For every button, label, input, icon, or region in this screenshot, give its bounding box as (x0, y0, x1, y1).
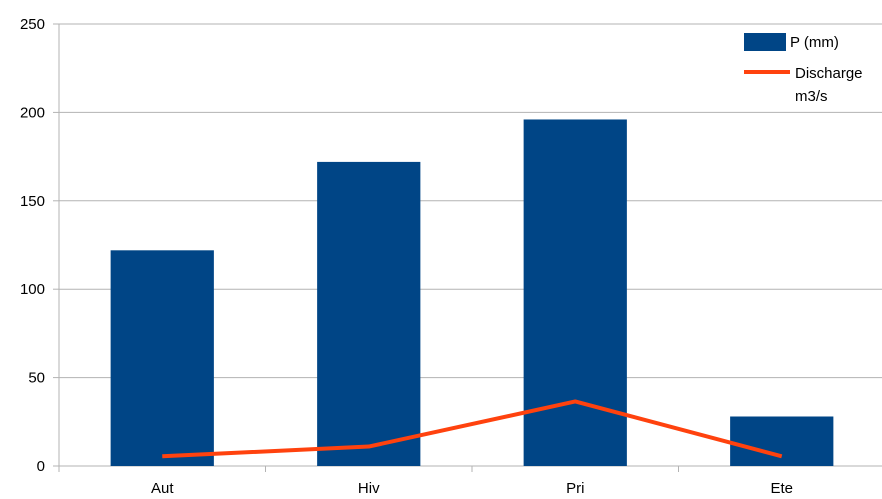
bar-hiv (317, 161, 421, 467)
line-series (162, 399, 783, 459)
legend-label-discharge-line2: m3/s (795, 88, 828, 105)
y-axis-ticks: 0 50 100 150 200 250 (20, 16, 59, 475)
legend-label-discharge-line1: Discharge (795, 65, 863, 82)
bar-pri (523, 119, 627, 467)
y-tick-label: 250 (20, 16, 45, 33)
y-tick-label: 0 (37, 458, 45, 475)
y-tick-label: 200 (20, 104, 45, 121)
bar-aut (110, 250, 214, 466)
x-axis-ticks: Aut Hiv Pri Ete (58, 466, 793, 497)
x-tick-label: Aut (151, 480, 174, 497)
discharge-line (162, 399, 783, 459)
y-tick-label: 150 (20, 193, 45, 210)
bar-series (110, 119, 834, 467)
x-tick-label: Pri (566, 480, 584, 497)
legend-label-precipitation: P (mm) (790, 34, 839, 51)
bar-ete (730, 416, 834, 466)
x-tick-label: Hiv (358, 480, 380, 497)
x-tick-label: Ete (770, 480, 793, 497)
y-tick-label: 50 (28, 370, 45, 387)
legend-swatch-precipitation (744, 33, 786, 51)
y-tick-label: 100 (20, 281, 45, 298)
legend: P (mm) Discharge m3/s (744, 33, 863, 105)
